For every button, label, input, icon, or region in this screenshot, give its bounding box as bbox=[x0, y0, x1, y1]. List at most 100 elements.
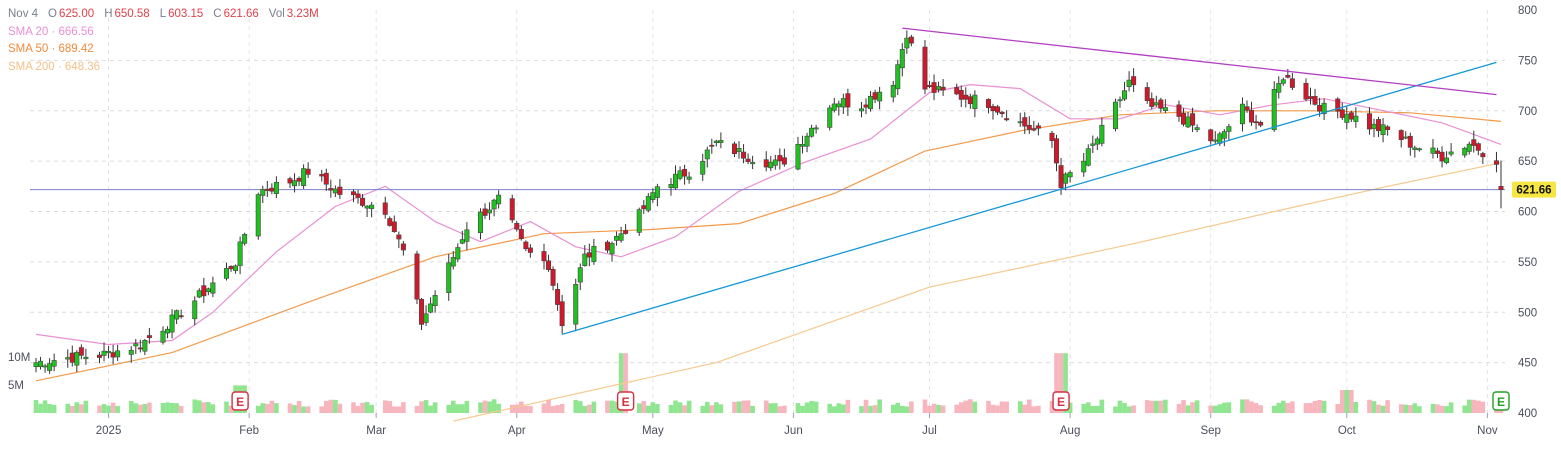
candle-body bbox=[1471, 139, 1477, 146]
volume-bar bbox=[1317, 400, 1322, 413]
volume-bar bbox=[419, 401, 424, 413]
candle-body bbox=[682, 168, 688, 177]
volume-bar bbox=[464, 400, 470, 413]
close-label: C bbox=[213, 8, 222, 20]
candle-body bbox=[700, 160, 706, 175]
time-tick-label: Feb bbox=[239, 425, 259, 437]
volume-bar bbox=[110, 402, 116, 413]
candle-body bbox=[840, 98, 846, 108]
volume-bar bbox=[859, 406, 864, 413]
sma50-line bbox=[35, 110, 1502, 382]
candle-body bbox=[47, 363, 53, 371]
volume-bar bbox=[169, 402, 175, 413]
volume-bar bbox=[392, 406, 397, 413]
volume-bar bbox=[328, 399, 334, 413]
candle-body bbox=[668, 184, 674, 188]
volume-bar bbox=[305, 406, 311, 413]
volume-bar bbox=[1249, 401, 1254, 413]
volume-bar bbox=[1022, 404, 1028, 413]
volume-bar bbox=[1476, 400, 1481, 413]
candle-body bbox=[1185, 116, 1191, 128]
volume-bar bbox=[1430, 403, 1436, 413]
volume-bar bbox=[845, 399, 851, 413]
volume-bar bbox=[432, 402, 438, 413]
sma200-row[interactable]: SMA 200 · 648.36 bbox=[8, 60, 101, 73]
volume-bar bbox=[519, 401, 524, 413]
volume-bar bbox=[1117, 400, 1123, 413]
volume-bar bbox=[97, 405, 102, 413]
candle-body bbox=[83, 356, 89, 360]
volume-bar bbox=[550, 406, 556, 413]
volume-bar bbox=[1004, 401, 1009, 413]
candle-body bbox=[400, 243, 406, 251]
candle-body bbox=[74, 351, 80, 366]
candle-body bbox=[210, 282, 216, 294]
candle-body bbox=[196, 290, 202, 298]
candle-body bbox=[51, 360, 57, 367]
candle-body bbox=[827, 107, 833, 128]
volume-bar bbox=[1054, 353, 1059, 413]
candle-body bbox=[1303, 82, 1309, 100]
candle-body bbox=[963, 94, 969, 100]
time-tick-label: Jun bbox=[784, 425, 803, 437]
candle-body bbox=[1271, 89, 1277, 131]
volume-bar bbox=[641, 400, 647, 413]
sma50-row[interactable]: SMA 50 · 689.42 bbox=[8, 43, 94, 55]
candle-body bbox=[228, 266, 234, 270]
candle-body bbox=[233, 265, 239, 271]
volume-bar bbox=[387, 401, 393, 413]
volume-bar bbox=[782, 405, 787, 413]
close-value: 621.66 bbox=[223, 8, 259, 20]
candle-body bbox=[192, 300, 198, 320]
candle-body bbox=[1258, 121, 1264, 126]
candle-body bbox=[42, 365, 48, 368]
candle-body bbox=[269, 187, 275, 192]
candle-body bbox=[641, 205, 647, 210]
volume-bar bbox=[133, 403, 139, 413]
volume-bar bbox=[968, 399, 973, 413]
candle-body bbox=[201, 285, 207, 297]
sma200-value: 648.36 bbox=[64, 60, 101, 73]
volume-bar bbox=[827, 403, 833, 413]
volume-bar bbox=[677, 402, 683, 413]
candle-body bbox=[877, 91, 883, 102]
price-tick-label: 450 bbox=[1518, 358, 1537, 370]
candle-body bbox=[1126, 79, 1132, 87]
candle-body bbox=[1212, 139, 1218, 142]
volume-bar bbox=[1308, 403, 1313, 413]
trendlines[interactable] bbox=[561, 27, 1497, 336]
candle-body bbox=[160, 330, 166, 343]
volume-bar bbox=[636, 403, 642, 413]
candle-body bbox=[387, 218, 393, 226]
volume-bar bbox=[577, 401, 583, 413]
candle-body bbox=[940, 86, 946, 91]
candle-body bbox=[242, 234, 248, 244]
time-tick-label: Nov bbox=[1477, 425, 1498, 437]
time-tick-label: Oct bbox=[1338, 425, 1357, 437]
candle-body bbox=[614, 236, 620, 241]
candle-body bbox=[523, 241, 529, 250]
candle-body bbox=[927, 85, 933, 88]
volume-bar bbox=[673, 400, 678, 413]
candle-body bbox=[514, 223, 520, 230]
candle-body bbox=[1244, 106, 1250, 111]
candle-body bbox=[65, 357, 71, 360]
legend-date: Nov 4 bbox=[8, 8, 39, 20]
volume-bar bbox=[745, 400, 751, 413]
candle-body bbox=[137, 347, 143, 350]
volume-bar bbox=[618, 353, 624, 413]
candle-body bbox=[101, 350, 107, 356]
time-axis: 2025 Feb Mar Apr May Jun Jul Aug Sep Oct Nov bbox=[96, 413, 1498, 437]
candle-body bbox=[1462, 147, 1468, 156]
candle-body bbox=[1194, 127, 1200, 130]
candle-body bbox=[1031, 128, 1037, 131]
candle-body bbox=[931, 82, 937, 93]
volume-bar bbox=[265, 403, 270, 413]
last-price-text: 621.66 bbox=[1516, 185, 1551, 197]
volume-bar bbox=[1095, 405, 1100, 413]
sma20-row[interactable]: SMA 20 · 666.56 bbox=[8, 25, 94, 38]
volume-bar bbox=[655, 403, 660, 413]
candle-body bbox=[967, 96, 973, 105]
